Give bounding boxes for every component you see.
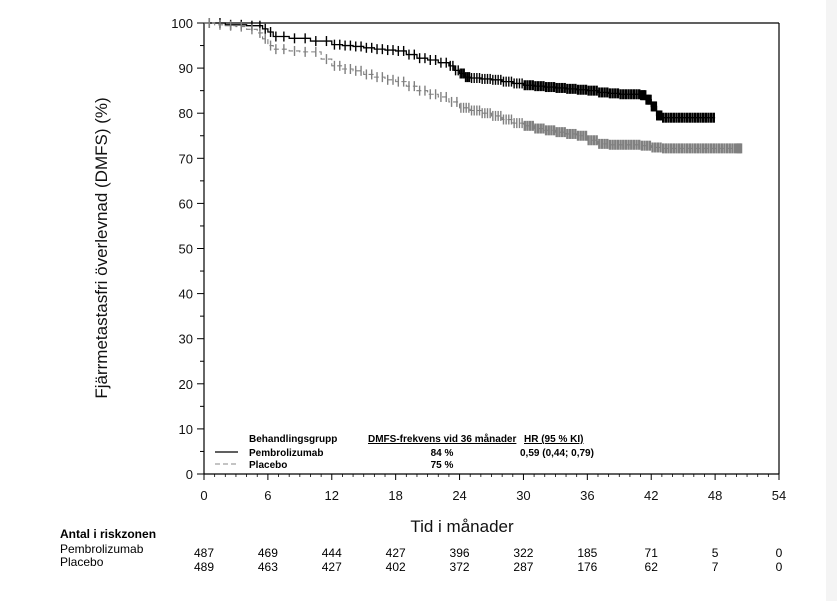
risk-count-placebo: 176 [577,560,597,574]
y-tick-label: 100 [171,16,193,31]
risk-count-placebo: 402 [386,560,406,574]
risk-count-placebo: 463 [258,560,278,574]
risk-count-placebo: 489 [194,560,214,574]
curve-placebo [204,22,742,149]
legend-group-placebo: Placebo [249,460,287,471]
risk-count-pembrolizumab: 396 [450,546,470,560]
risk-row-label-pembrolizumab: Pembrolizumab [60,542,144,556]
page-edge-strip [826,0,837,601]
y-tick-label: 60 [179,196,193,211]
legend-group-pembrolizumab: Pembrolizumab [249,448,323,459]
x-tick-label: 12 [325,488,339,503]
survival-curves [204,18,743,154]
x-tick-label: 24 [452,488,466,503]
y-tick-label: 10 [179,422,193,437]
risk-count-pembrolizumab: 322 [513,546,533,560]
risk-count-placebo: 0 [776,560,783,574]
risk-count-placebo: 287 [513,560,533,574]
legend-rate-pembrolizumab: 84 % [431,448,454,459]
x-tick-label: 48 [708,488,722,503]
y-tick-label: 20 [179,377,193,392]
y-tick-label: 0 [186,467,193,482]
x-tick-label: 30 [516,488,530,503]
x-tick-label: 54 [772,488,786,503]
risk-count-pembrolizumab: 469 [258,546,278,560]
legend-header-hr: HR (95 % KI) [524,434,583,445]
x-tick-label: 42 [644,488,658,503]
risk-table-title: Antal i riskzonen [60,527,156,541]
y-tick-label: 50 [179,242,193,257]
legend-header-group: Behandlingsgrupp [249,434,337,445]
x-tick-label: 6 [264,488,271,503]
x-tick-label: 36 [580,488,594,503]
risk-count-pembrolizumab: 487 [194,546,214,560]
risk-count-placebo: 372 [450,560,470,574]
y-tick-label: 30 [179,332,193,347]
legend-header-rate: DMFS-frekvens vid 36 månader [368,433,516,445]
risk-count-pembrolizumab: 185 [577,546,597,560]
legend-rate-placebo: 75 % [431,460,454,471]
y-tick-label: 90 [179,61,193,76]
y-tick-label: 40 [179,287,193,302]
risk-count-placebo: 7 [712,560,719,574]
axes: 0 10 20 30 40 50 60 70 80 90 100 0 6 12 18 24 30 36 42 48 54 [171,16,786,503]
x-axis-title: Tid i månader [410,517,514,536]
risk-count-pembrolizumab: 0 [776,546,783,560]
x-tick-label: 0 [200,488,207,503]
risk-count-placebo: 62 [645,560,659,574]
risk-count-pembrolizumab: 71 [645,546,659,560]
legend: Behandlingsgrupp DMFS-frekvens vid 36 må… [215,433,594,471]
risk-table: Antal i riskzonen Pembrolizumab Placebo … [60,527,783,574]
risk-count-pembrolizumab: 5 [712,546,719,560]
x-tick-label: 18 [388,488,402,503]
risk-count-pembrolizumab: 427 [386,546,406,560]
y-tick-label: 80 [179,106,193,121]
risk-count-pembrolizumab: 444 [322,546,342,560]
risk-count-placebo: 427 [322,560,342,574]
risk-row-label-placebo: Placebo [60,555,104,569]
y-axis-title: Fjärrmetastasfri överlevnad (DMFS) (%) [92,97,111,398]
y-tick-label: 70 [179,151,193,166]
legend-hr-pembrolizumab: 0,59 (0,44; 0,79) [520,448,594,459]
